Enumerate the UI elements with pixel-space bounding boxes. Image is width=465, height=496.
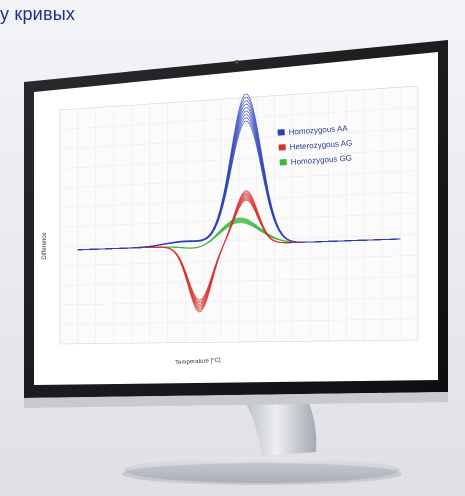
legend-label-gg: Homozygous GG	[290, 153, 352, 166]
legend-swatch-gg	[279, 159, 287, 166]
chart-legend: Homozygous AA Heterozygous AG Homozygous…	[277, 124, 353, 167]
monitor-stand	[122, 394, 402, 485]
melt-curve-chart: Difference Temperature [°C] Homozygous A…	[42, 85, 419, 366]
legend-label-ag: Heterozygous AG	[289, 138, 352, 151]
webcam-icon	[235, 60, 239, 64]
legend-swatch-ag	[278, 144, 286, 151]
curve-line	[77, 93, 401, 251]
series-homozygous-aa	[77, 93, 401, 251]
caption-text: у кривых	[0, 4, 76, 24]
legend-swatch-aa	[277, 129, 285, 136]
y-axis-label: Difference	[42, 232, 48, 260]
x-axis-label: Temperature [°C]	[175, 358, 221, 366]
legend-label-aa: Homozygous AA	[288, 124, 348, 137]
